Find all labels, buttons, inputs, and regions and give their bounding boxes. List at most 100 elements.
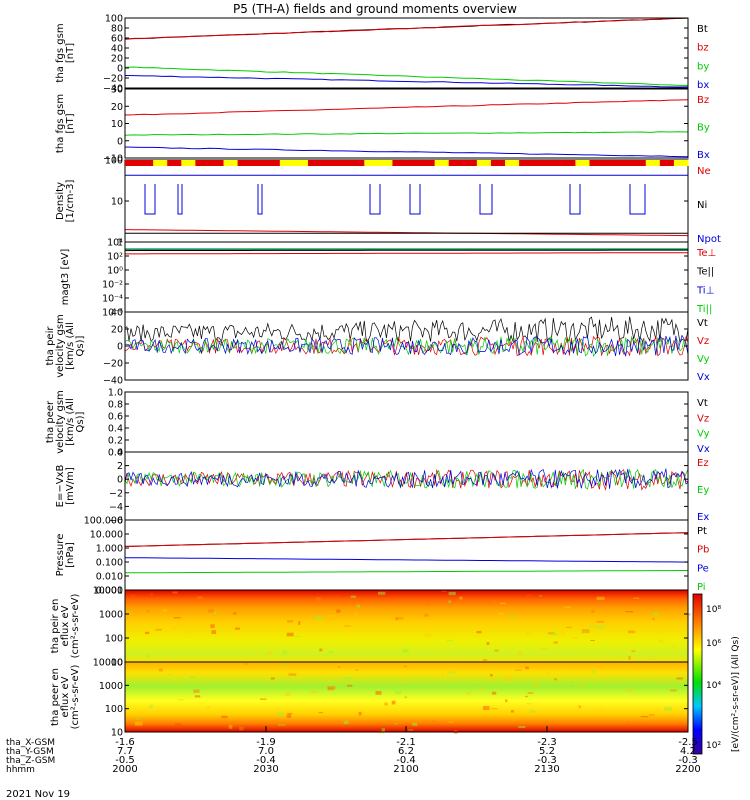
spectrogram-texture: [505, 699, 508, 703]
spectrogram-texture: [381, 728, 385, 733]
spectrogram-texture: [625, 721, 630, 725]
legend-entry: Bz: [697, 95, 709, 106]
series-line-Te⊥: [125, 252, 688, 255]
spectrogram-texture: [490, 673, 493, 677]
spectrogram-texture: [564, 606, 572, 608]
y-tick-label: 0: [117, 475, 123, 486]
y-axis-label: tha peer: [45, 400, 56, 443]
spectrogram-texture: [687, 613, 691, 616]
y-tick-label: 0.100: [96, 558, 123, 569]
spectrogram-texture: [168, 673, 173, 676]
spectrogram-texture: [335, 595, 340, 597]
spectrogram-texture: [540, 648, 548, 650]
flag-segment: [223, 160, 239, 166]
spectrogram-texture: [343, 625, 352, 627]
series-line-Pi: [125, 570, 688, 574]
flag-segment: [125, 160, 140, 166]
y-tick-label: 10⁰: [107, 266, 123, 277]
x-row-label: hhmm: [6, 765, 35, 775]
spectrogram-texture: [498, 612, 504, 615]
spectrogram-texture: [486, 642, 490, 645]
spectrogram-texture: [194, 695, 201, 698]
y-tick-label: 10000: [93, 658, 123, 669]
y-axis-label: magt3 [eV]: [60, 249, 71, 306]
spectrogram-texture: [424, 633, 432, 637]
flag-segment: [490, 160, 506, 166]
x-tick-label: -0.3: [537, 755, 557, 766]
spectrogram-texture: [145, 631, 150, 635]
y-tick-label: 0: [117, 342, 123, 353]
legend-entry: Vz: [697, 336, 709, 347]
y-axis-label: [mV/m]: [65, 467, 76, 505]
spectrogram-texture: [448, 591, 456, 596]
spectrogram-texture: [286, 632, 294, 637]
spectrogram-texture: [146, 610, 150, 613]
y-tick-label: 20: [111, 54, 123, 65]
y-tick-label: 1.0: [108, 388, 123, 399]
legend-entry: Vz: [697, 413, 709, 424]
x-tick-label: 7.0: [258, 746, 274, 757]
spectrogram-texture: [356, 604, 361, 608]
spectrogram-texture: [509, 615, 517, 618]
legend-entry: Ex: [697, 512, 709, 523]
spectrogram-texture: [375, 691, 382, 695]
spectrogram-texture: [526, 703, 533, 705]
x-tick-label: -2.3: [537, 737, 557, 748]
spectrogram-texture: [355, 669, 359, 671]
spectrogram-texture: [525, 631, 532, 635]
series-line-By: [124, 131, 689, 136]
flag-segment: [237, 160, 253, 166]
y-tick-label: −10: [103, 154, 123, 165]
x-tick-label: -1.6: [115, 737, 135, 748]
density-spike: [257, 184, 263, 215]
panel-peir_en_eflux: 10000 1000 100 10 tha peir en eflux eV (cm²-s-…: [50, 586, 691, 669]
y-tick-label: 0: [117, 64, 123, 75]
panel-pressure: 100.000 10.000 1.000 0.100 0.010 0.001 Pressur…: [55, 516, 709, 597]
flag-segment: [434, 160, 450, 166]
spectrogram-texture: [596, 620, 605, 623]
flag-segment: [139, 160, 154, 166]
spectrogram-texture: [590, 639, 595, 641]
spectrogram-texture: [539, 595, 543, 597]
legend-entry: Bt: [697, 24, 708, 35]
y-axis-label: [nT]: [65, 43, 76, 63]
spectrogram-texture: [213, 611, 216, 615]
y-tick-label: 0.8: [108, 400, 123, 411]
spectrogram-texture: [267, 651, 272, 655]
flag-segment: [392, 160, 407, 166]
spectrogram-texture: [578, 705, 581, 709]
spectrogram-texture: [221, 715, 228, 719]
spectrogram-texture: [135, 718, 142, 720]
series-line-Ex: [124, 468, 689, 489]
x-tick-label: -0.5: [115, 755, 135, 766]
x-tick-label: 2200: [675, 764, 700, 775]
spectrogram-texture: [207, 609, 215, 613]
y-tick-label: 100: [105, 704, 123, 715]
y-axis-label: [km/s (All: [65, 398, 76, 446]
y-axis-label: velocity gsm: [55, 314, 66, 378]
legend-entry: Vy: [697, 354, 710, 365]
y-tick-label: 0.4: [108, 424, 123, 435]
spectrogram-texture: [491, 600, 496, 604]
spectrogram-texture: [649, 714, 655, 716]
legend-entry: Npot: [697, 234, 721, 245]
y-tick-label: 80: [111, 24, 123, 35]
spectrogram-texture: [298, 621, 301, 625]
spectrogram-texture: [172, 591, 178, 594]
x-tick-label: 6.2: [398, 746, 414, 757]
y-axis-label: Density: [55, 182, 66, 220]
series-line-by: [124, 66, 688, 86]
panel-peer_en_eflux: 10000 1000 100 10 tha peer en eflux eV (cm²-s-…: [50, 658, 689, 739]
spectrogram-texture: [626, 689, 633, 692]
x-row-label: tha_X-GSM: [6, 738, 55, 748]
y-tick-label: 10⁻⁶: [102, 308, 123, 319]
spectrogram-texture: [525, 695, 528, 698]
spectrogram-texture: [403, 665, 408, 668]
y-tick-label: −40: [103, 376, 123, 387]
spectrogram-texture: [491, 691, 497, 695]
spectrogram-texture: [525, 666, 529, 670]
legend-entry: Ne: [697, 166, 711, 177]
y-tick-label: 1000: [99, 610, 123, 621]
panel-peir_velocity: 40 20 0 −20 −40 tha peir velocity gsm [km/s (Al…: [45, 308, 710, 387]
